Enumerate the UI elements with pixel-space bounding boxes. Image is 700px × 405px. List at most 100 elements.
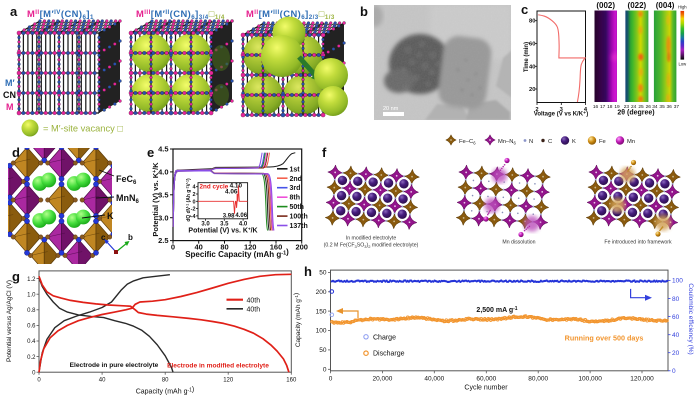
svg-text:100: 100 (316, 328, 327, 335)
svg-text:Electrode in modified electrol: Electrode in modified electrolyte (167, 363, 269, 370)
svg-text:c: c (521, 2, 528, 17)
svg-text:0: 0 (32, 370, 36, 376)
svg-text:Fe introduced into framework: Fe introduced into framework (604, 240, 672, 246)
svg-text:4: 4 (192, 185, 196, 191)
svg-text:K: K (572, 139, 576, 145)
svg-text:100,000: 100,000 (578, 375, 602, 382)
svg-text:4.0: 4.0 (239, 221, 248, 227)
svg-text:23: 23 (624, 104, 630, 110)
svg-text:MnN6: MnN6 (116, 193, 140, 205)
svg-text:dQ dV-1 (Ah g-1V-1): dQ dV-1 (Ah g-1V-1) (186, 178, 193, 222)
svg-text:0.8: 0.8 (27, 308, 36, 314)
svg-text:(004): (004) (656, 1, 675, 10)
svg-text:40th: 40th (247, 297, 261, 304)
svg-text:c: c (101, 233, 106, 242)
svg-text:40: 40 (672, 332, 680, 339)
svg-text:40: 40 (99, 378, 106, 384)
svg-text:20 nm: 20 nm (383, 106, 399, 112)
svg-text:Low: Low (678, 62, 687, 67)
svg-text:0: 0 (37, 378, 41, 384)
svg-text:Charge: Charge (373, 334, 396, 341)
svg-text:60,000: 60,000 (476, 375, 496, 382)
svg-text:2,500 mA g-1: 2,500 mA g-1 (476, 306, 517, 314)
svg-text:120: 120 (244, 242, 257, 251)
svg-text:20,000: 20,000 (372, 375, 392, 382)
svg-text:4.06: 4.06 (235, 213, 247, 219)
svg-text:1.0: 1.0 (27, 292, 36, 298)
svg-text:19: 19 (614, 104, 620, 110)
svg-text:Potential versus Ag/AgCl (V): Potential versus Ag/AgCl (V) (6, 280, 13, 362)
svg-text:37: 37 (674, 104, 680, 110)
svg-text:200: 200 (316, 289, 327, 296)
svg-text:Specific Capacity (mAh g-1): Specific Capacity (mAh g-1) (185, 248, 289, 260)
svg-text:50: 50 (319, 270, 327, 277)
svg-text:Mn dissolution: Mn dissolution (502, 240, 535, 246)
svg-text:Mn: Mn (627, 139, 635, 145)
svg-text:Running over 500 days: Running over 500 days (565, 334, 644, 343)
svg-text:0.4: 0.4 (27, 339, 36, 345)
svg-text:80,000: 80,000 (528, 375, 548, 382)
svg-text:0: 0 (323, 367, 327, 374)
svg-text:18: 18 (607, 104, 613, 110)
svg-text:60: 60 (529, 42, 535, 48)
svg-text:3.0: 3.0 (201, 221, 210, 227)
svg-text:b: b (360, 4, 368, 19)
svg-text:2nd cycle: 2nd cycle (200, 183, 229, 190)
svg-text:24: 24 (631, 104, 637, 110)
svg-text:Voltage (V vs K/K⁺): Voltage (V vs K/K⁺) (534, 111, 588, 118)
svg-text:4.5: 4.5 (158, 145, 168, 154)
svg-text:2nd: 2nd (290, 176, 302, 183)
svg-text:= M′-site vacancy □: = M′-site vacancy □ (43, 124, 123, 134)
svg-text:Potential (V) vs. K+/K: Potential (V) vs. K+/K (188, 226, 257, 234)
svg-text:Time (min): Time (min) (524, 42, 530, 72)
svg-text:b: b (128, 233, 133, 242)
svg-text:100th: 100th (290, 214, 308, 221)
svg-text:In modified electrolyte: In modified electrolyte (346, 236, 397, 242)
svg-text:40th: 40th (247, 306, 261, 313)
svg-text:FeC6: FeC6 (116, 174, 137, 186)
svg-text:3.0: 3.0 (158, 213, 168, 222)
svg-text:137th: 137th (290, 223, 308, 230)
svg-text:1.2: 1.2 (27, 277, 36, 283)
svg-text:g: g (12, 269, 20, 284)
svg-text:High: High (678, 5, 687, 10)
svg-text:3.5: 3.5 (158, 190, 168, 199)
svg-text:Discharge: Discharge (373, 351, 405, 358)
svg-text:3rd: 3rd (290, 185, 301, 192)
svg-text:160: 160 (270, 242, 283, 251)
svg-text:h: h (304, 264, 312, 279)
svg-text:-4: -4 (191, 214, 197, 220)
svg-text:(022): (022) (628, 1, 647, 10)
svg-text:MII[M′IV(CN)6]1: MII[M′IV(CN)6]1 (27, 8, 94, 21)
svg-text:50: 50 (319, 347, 327, 354)
svg-text:Potential (V) vs. K+/K: Potential (V) vs. K+/K (151, 162, 160, 237)
svg-text:25: 25 (638, 104, 644, 110)
svg-text:Capacity (mAh g-1): Capacity (mAh g-1) (293, 293, 302, 347)
svg-text:50th: 50th (290, 204, 304, 211)
svg-text:Electrode in pure electrolyte: Electrode in pure electrolyte (70, 362, 159, 369)
svg-text:0: 0 (192, 199, 195, 205)
svg-text:0: 0 (171, 242, 175, 251)
svg-text:0.2: 0.2 (27, 355, 36, 361)
svg-text:4.0: 4.0 (158, 168, 168, 177)
svg-text:Fe: Fe (599, 139, 606, 145)
svg-text:8th: 8th (290, 195, 301, 202)
svg-text:200: 200 (295, 242, 308, 251)
svg-text:0: 0 (672, 368, 676, 375)
svg-text:4.10: 4.10 (230, 182, 243, 189)
svg-text:20: 20 (529, 87, 535, 93)
svg-text:35: 35 (659, 104, 665, 110)
svg-text:f: f (322, 145, 327, 160)
svg-text:Fe–C6: Fe–C6 (459, 139, 476, 145)
svg-text:M′: M′ (5, 78, 15, 88)
svg-text:160: 160 (286, 378, 297, 384)
svg-text:-2: -2 (191, 207, 196, 213)
svg-text:80: 80 (672, 296, 680, 303)
svg-text:80: 80 (529, 19, 535, 25)
svg-text:150: 150 (316, 308, 327, 315)
svg-text:d: d (12, 145, 20, 160)
svg-text:MII[M′III(CN)6]2/3□1/3: MII[M′III(CN)6]2/3□1/3 (246, 8, 335, 21)
svg-text:3: 3 (560, 107, 564, 113)
svg-text:120,000: 120,000 (630, 375, 654, 382)
svg-text:Mn–N6: Mn–N6 (498, 139, 516, 145)
